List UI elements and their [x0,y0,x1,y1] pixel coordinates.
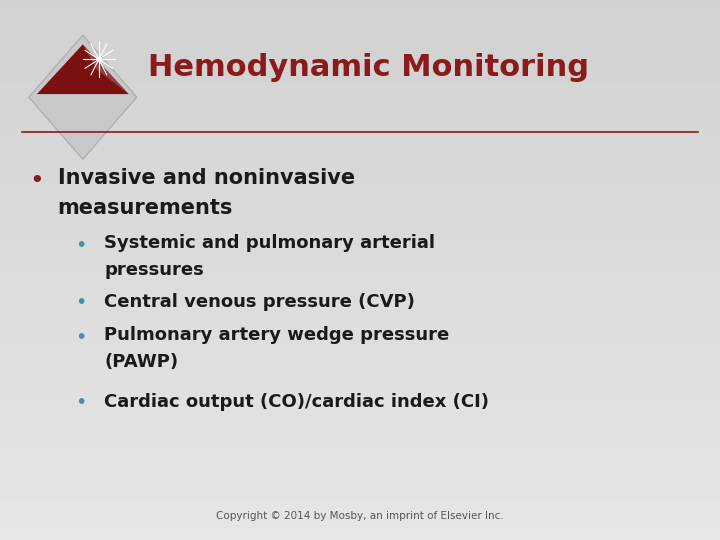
Text: •: • [76,328,87,347]
Text: Systemic and pulmonary arterial: Systemic and pulmonary arterial [104,234,436,252]
Text: Pulmonary artery wedge pressure: Pulmonary artery wedge pressure [104,326,450,344]
Text: •: • [76,236,87,255]
Text: •: • [76,293,87,312]
Polygon shape [83,44,129,94]
Text: •: • [29,169,43,193]
Text: Invasive and noninvasive: Invasive and noninvasive [58,168,355,188]
Polygon shape [29,35,137,159]
Text: •: • [76,393,87,412]
Text: Copyright © 2014 by Mosby, an imprint of Elsevier Inc.: Copyright © 2014 by Mosby, an imprint of… [216,511,504,521]
Text: pressures: pressures [104,261,204,279]
Text: Central venous pressure (CVP): Central venous pressure (CVP) [104,293,415,312]
Polygon shape [37,44,129,94]
Text: measurements: measurements [58,198,233,218]
Text: Hemodynamic Monitoring: Hemodynamic Monitoring [148,53,589,82]
Text: Cardiac output (CO)/cardiac index (CI): Cardiac output (CO)/cardiac index (CI) [104,393,490,411]
Text: (PAWP): (PAWP) [104,353,179,371]
